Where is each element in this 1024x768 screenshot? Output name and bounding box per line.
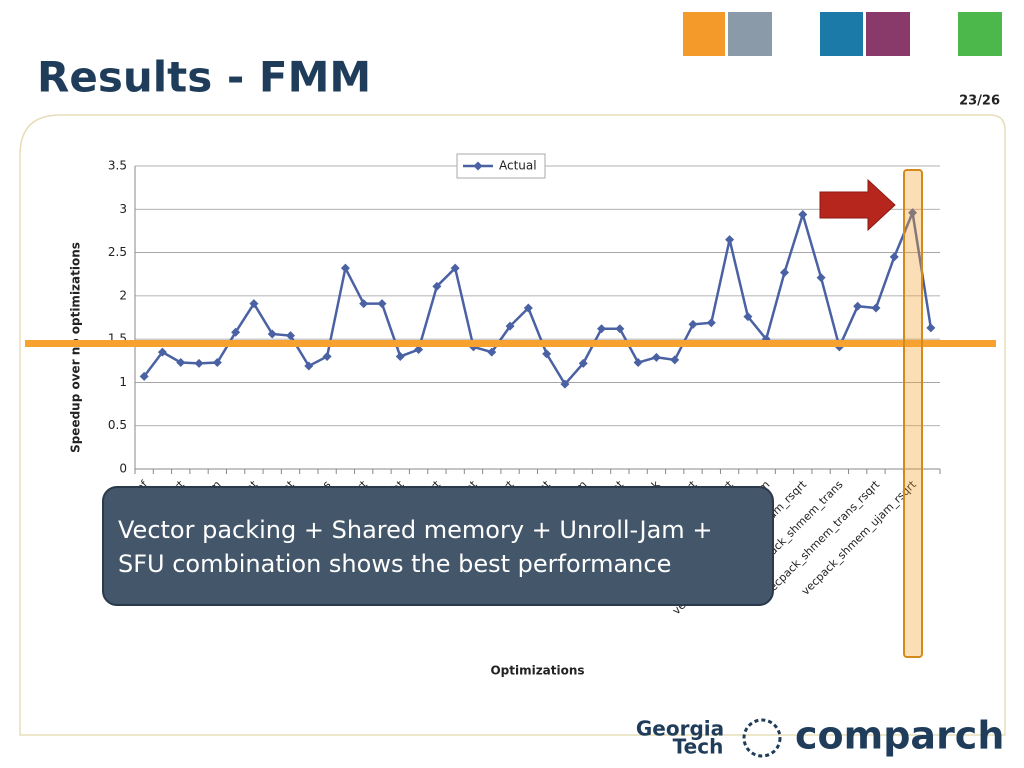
point — [249, 299, 259, 309]
point — [706, 318, 716, 328]
deco-square — [820, 12, 863, 56]
series-line — [143, 208, 933, 387]
point — [578, 358, 588, 368]
point — [450, 263, 460, 273]
y-tick-label: 0.5 — [108, 418, 127, 432]
point — [853, 301, 863, 311]
x-axis-label: Optimizations — [490, 664, 584, 678]
point — [816, 273, 826, 283]
y-tick-label: 0 — [119, 462, 127, 476]
point — [743, 312, 753, 322]
y-tick-label: 2 — [119, 288, 127, 302]
deco-square — [958, 12, 1002, 56]
y-axis-label: Speedup over no optimizations — [69, 242, 83, 453]
point — [267, 329, 277, 339]
logo-icon — [742, 718, 782, 758]
point — [377, 299, 387, 309]
point — [359, 299, 369, 309]
logo-text: comparch — [795, 714, 1004, 758]
point — [560, 379, 570, 389]
callout-text: SFU combination shows the best performan… — [118, 550, 671, 578]
point — [670, 355, 680, 365]
point — [414, 345, 424, 355]
point — [487, 347, 497, 357]
point — [139, 371, 149, 381]
point — [908, 208, 918, 218]
slide-frame — [19, 114, 1006, 736]
logo-text: Tech — [673, 735, 724, 759]
point — [688, 319, 698, 329]
point — [615, 324, 625, 334]
point — [505, 321, 515, 331]
callout-box — [102, 486, 774, 606]
y-tick-label: 3 — [119, 202, 127, 216]
point — [286, 331, 296, 341]
point — [871, 303, 881, 313]
callout-text: Vector packing + Shared memory + Unroll-… — [118, 516, 712, 544]
point — [322, 351, 332, 361]
logo-text: Georgia — [636, 717, 724, 741]
point — [212, 358, 222, 368]
point — [157, 347, 167, 357]
point — [926, 323, 936, 333]
slide-title: Results - FMM — [37, 53, 371, 102]
point — [889, 252, 899, 262]
point — [304, 361, 314, 371]
point — [542, 349, 552, 359]
point — [176, 358, 186, 368]
y-tick-label: 3.5 — [108, 159, 127, 173]
point — [651, 352, 661, 362]
highlight-box — [903, 169, 923, 658]
arrow — [819, 178, 896, 232]
deco-square — [683, 12, 725, 56]
point — [633, 358, 643, 368]
point — [523, 303, 533, 313]
point — [395, 351, 405, 361]
deco-square — [866, 12, 910, 56]
page-number: 23/26 — [959, 94, 1000, 109]
point — [798, 209, 808, 219]
y-tick-label: 1 — [119, 375, 127, 389]
y-tick-label: 2.5 — [108, 245, 127, 259]
point — [340, 263, 350, 273]
point — [597, 324, 607, 334]
legend-marker — [473, 161, 483, 171]
deco-square — [728, 12, 772, 56]
point — [725, 235, 735, 245]
point — [194, 358, 204, 368]
point — [779, 267, 789, 277]
point — [432, 281, 442, 291]
point — [231, 327, 241, 337]
legend-label: Actual — [499, 159, 537, 173]
